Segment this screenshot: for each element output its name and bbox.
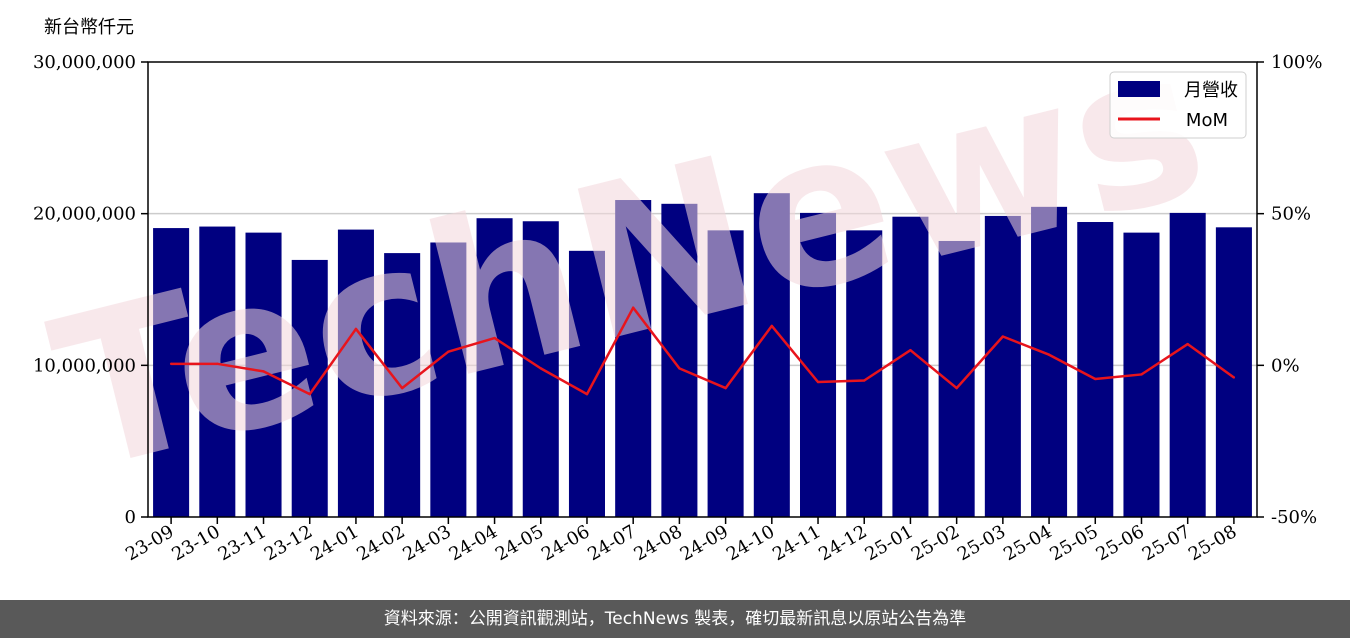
x-tick-label: 24-03 (399, 521, 454, 565)
y-right-tick-label: 50% (1271, 204, 1311, 225)
mom-point (308, 392, 311, 396)
y-left-tick-label: 20,000,000 (33, 204, 136, 225)
mom-point (169, 362, 173, 366)
mom-point (955, 386, 958, 390)
mom-point (770, 324, 774, 328)
x-tick-label: 25-07 (1139, 521, 1194, 565)
x-tick-label: 25-01 (861, 521, 916, 565)
legend-label-mom: MoM (1186, 110, 1228, 131)
revenue-bar (661, 203, 698, 517)
x-tick-label: 25-04 (1000, 521, 1055, 565)
x-tick-label: 25-03 (954, 521, 1009, 565)
mom-point (354, 327, 358, 331)
revenue-bar (476, 218, 513, 517)
mom-point (493, 336, 496, 340)
x-tick-label: 23-12 (261, 521, 316, 565)
mom-point (1001, 335, 1005, 338)
revenue-bar (337, 229, 374, 517)
revenue-bar (430, 242, 467, 517)
mom-point (678, 367, 681, 370)
legend-label-revenue: 月營收 (1184, 80, 1238, 101)
mom-point (1186, 342, 1189, 346)
mom-point (1140, 373, 1143, 376)
x-tick-label: 24-05 (492, 521, 547, 565)
revenue-bar (568, 250, 606, 517)
y-unit-label: 新台幣仟元 (44, 17, 134, 38)
revenue-chart: TechNews 0 10,000,000 20,000,000 30,000,000-… (33, 0, 1323, 565)
revenue-bar (615, 200, 652, 517)
x-tick-label: 25-02 (908, 521, 963, 565)
revenue-bar (245, 232, 282, 517)
mom-point (631, 306, 635, 309)
mom-point (724, 386, 727, 390)
revenue-bar (984, 215, 1021, 518)
revenue-bar (153, 228, 190, 517)
mom-point (585, 392, 589, 396)
x-tick-label: 24-07 (584, 521, 639, 565)
mom-point (816, 380, 820, 384)
x-tick-label: 24-02 (353, 521, 408, 565)
mom-point (447, 350, 450, 353)
revenue-bar (892, 216, 929, 517)
x-tick-label: 24-04 (446, 521, 501, 565)
mom-point (909, 348, 912, 352)
y-right-tick-label: 100% (1271, 52, 1322, 73)
mom-line (171, 306, 1235, 396)
mom-point (216, 362, 219, 366)
revenue-bar (199, 226, 236, 517)
mom-point (262, 370, 265, 373)
x-tick-label: 25-06 (1093, 521, 1148, 565)
mom-point (539, 367, 542, 370)
legend: 月營收 MoM (1109, 71, 1247, 139)
x-tick-label: 24-01 (307, 521, 362, 565)
y-left-tick-label: 10,000,000 (33, 355, 136, 376)
mom-point (1047, 353, 1051, 356)
mom-point (400, 386, 404, 390)
y-left-tick-label: 30,000,000 (33, 52, 136, 73)
revenue-bar (1169, 212, 1206, 518)
mom-point (1232, 376, 1236, 379)
source-footer: 資料來源：公開資訊觀測站，TechNews 製表，確切最新訊息以原站公告為準 (0, 600, 1350, 638)
revenue-bar (384, 253, 421, 517)
revenue-bar (1077, 222, 1114, 517)
x-tick-label: 24-08 (630, 521, 685, 565)
revenue-bar (753, 193, 790, 518)
mom-point (1094, 377, 1097, 381)
chart-svg: TechNews010,000,00020,000,00030,000,000-… (33, 0, 1323, 565)
y-left-tick-label: 0 (125, 507, 136, 528)
x-tick-label: 24-11 (769, 521, 824, 565)
x-tick-label: 23-10 (168, 521, 223, 565)
x-tick-label: 24-10 (723, 521, 778, 565)
plot-frame (147, 61, 1258, 518)
x-tick-label: 25-05 (1046, 521, 1101, 565)
mom-point (863, 379, 866, 382)
x-tick-label: 24-12 (815, 521, 870, 565)
revenue-bar (1215, 227, 1252, 518)
x-tick-label: 23-11 (215, 521, 270, 565)
x-tick-label: 25-08 (1185, 521, 1240, 565)
revenue-bar (799, 212, 837, 518)
x-tick-label: 24-09 (677, 521, 732, 565)
legend-bar-swatch (1118, 81, 1160, 97)
y-right-tick-label: -50% (1271, 507, 1317, 528)
x-tick-label: 24-06 (538, 521, 593, 565)
y-right-tick-label: 0% (1271, 355, 1300, 376)
